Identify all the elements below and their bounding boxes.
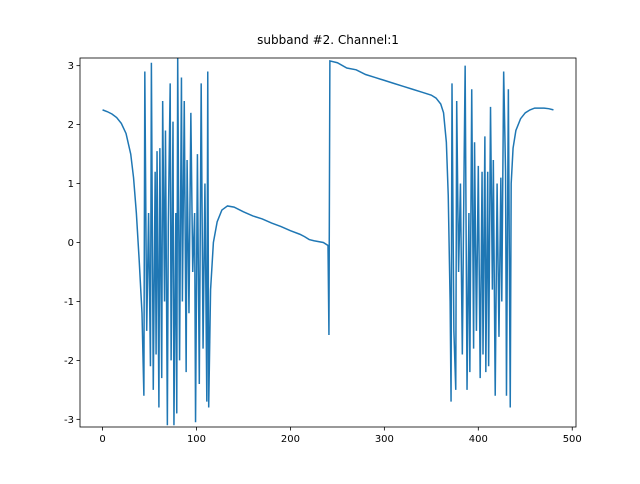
- y-tick-label: -3: [64, 415, 74, 426]
- chart-title: subband #2. Channel:1: [257, 33, 399, 47]
- x-tick-label: 100: [187, 434, 206, 445]
- y-tick-label: -1: [64, 297, 74, 308]
- x-tick-label: 300: [375, 434, 394, 445]
- y-tick-label: 1: [68, 179, 74, 190]
- x-tick-label: 0: [99, 434, 105, 445]
- y-tick-label: 2: [68, 120, 74, 131]
- data-line: [102, 58, 554, 426]
- y-tick-label: -2: [64, 356, 74, 367]
- plot-frame: [79, 57, 577, 428]
- x-tick-label: 500: [563, 434, 582, 445]
- x-tick-label: 400: [469, 434, 488, 445]
- y-tick-label: 0: [68, 238, 74, 249]
- x-tick-label: 200: [281, 434, 300, 445]
- y-tick-label: 3: [68, 61, 74, 72]
